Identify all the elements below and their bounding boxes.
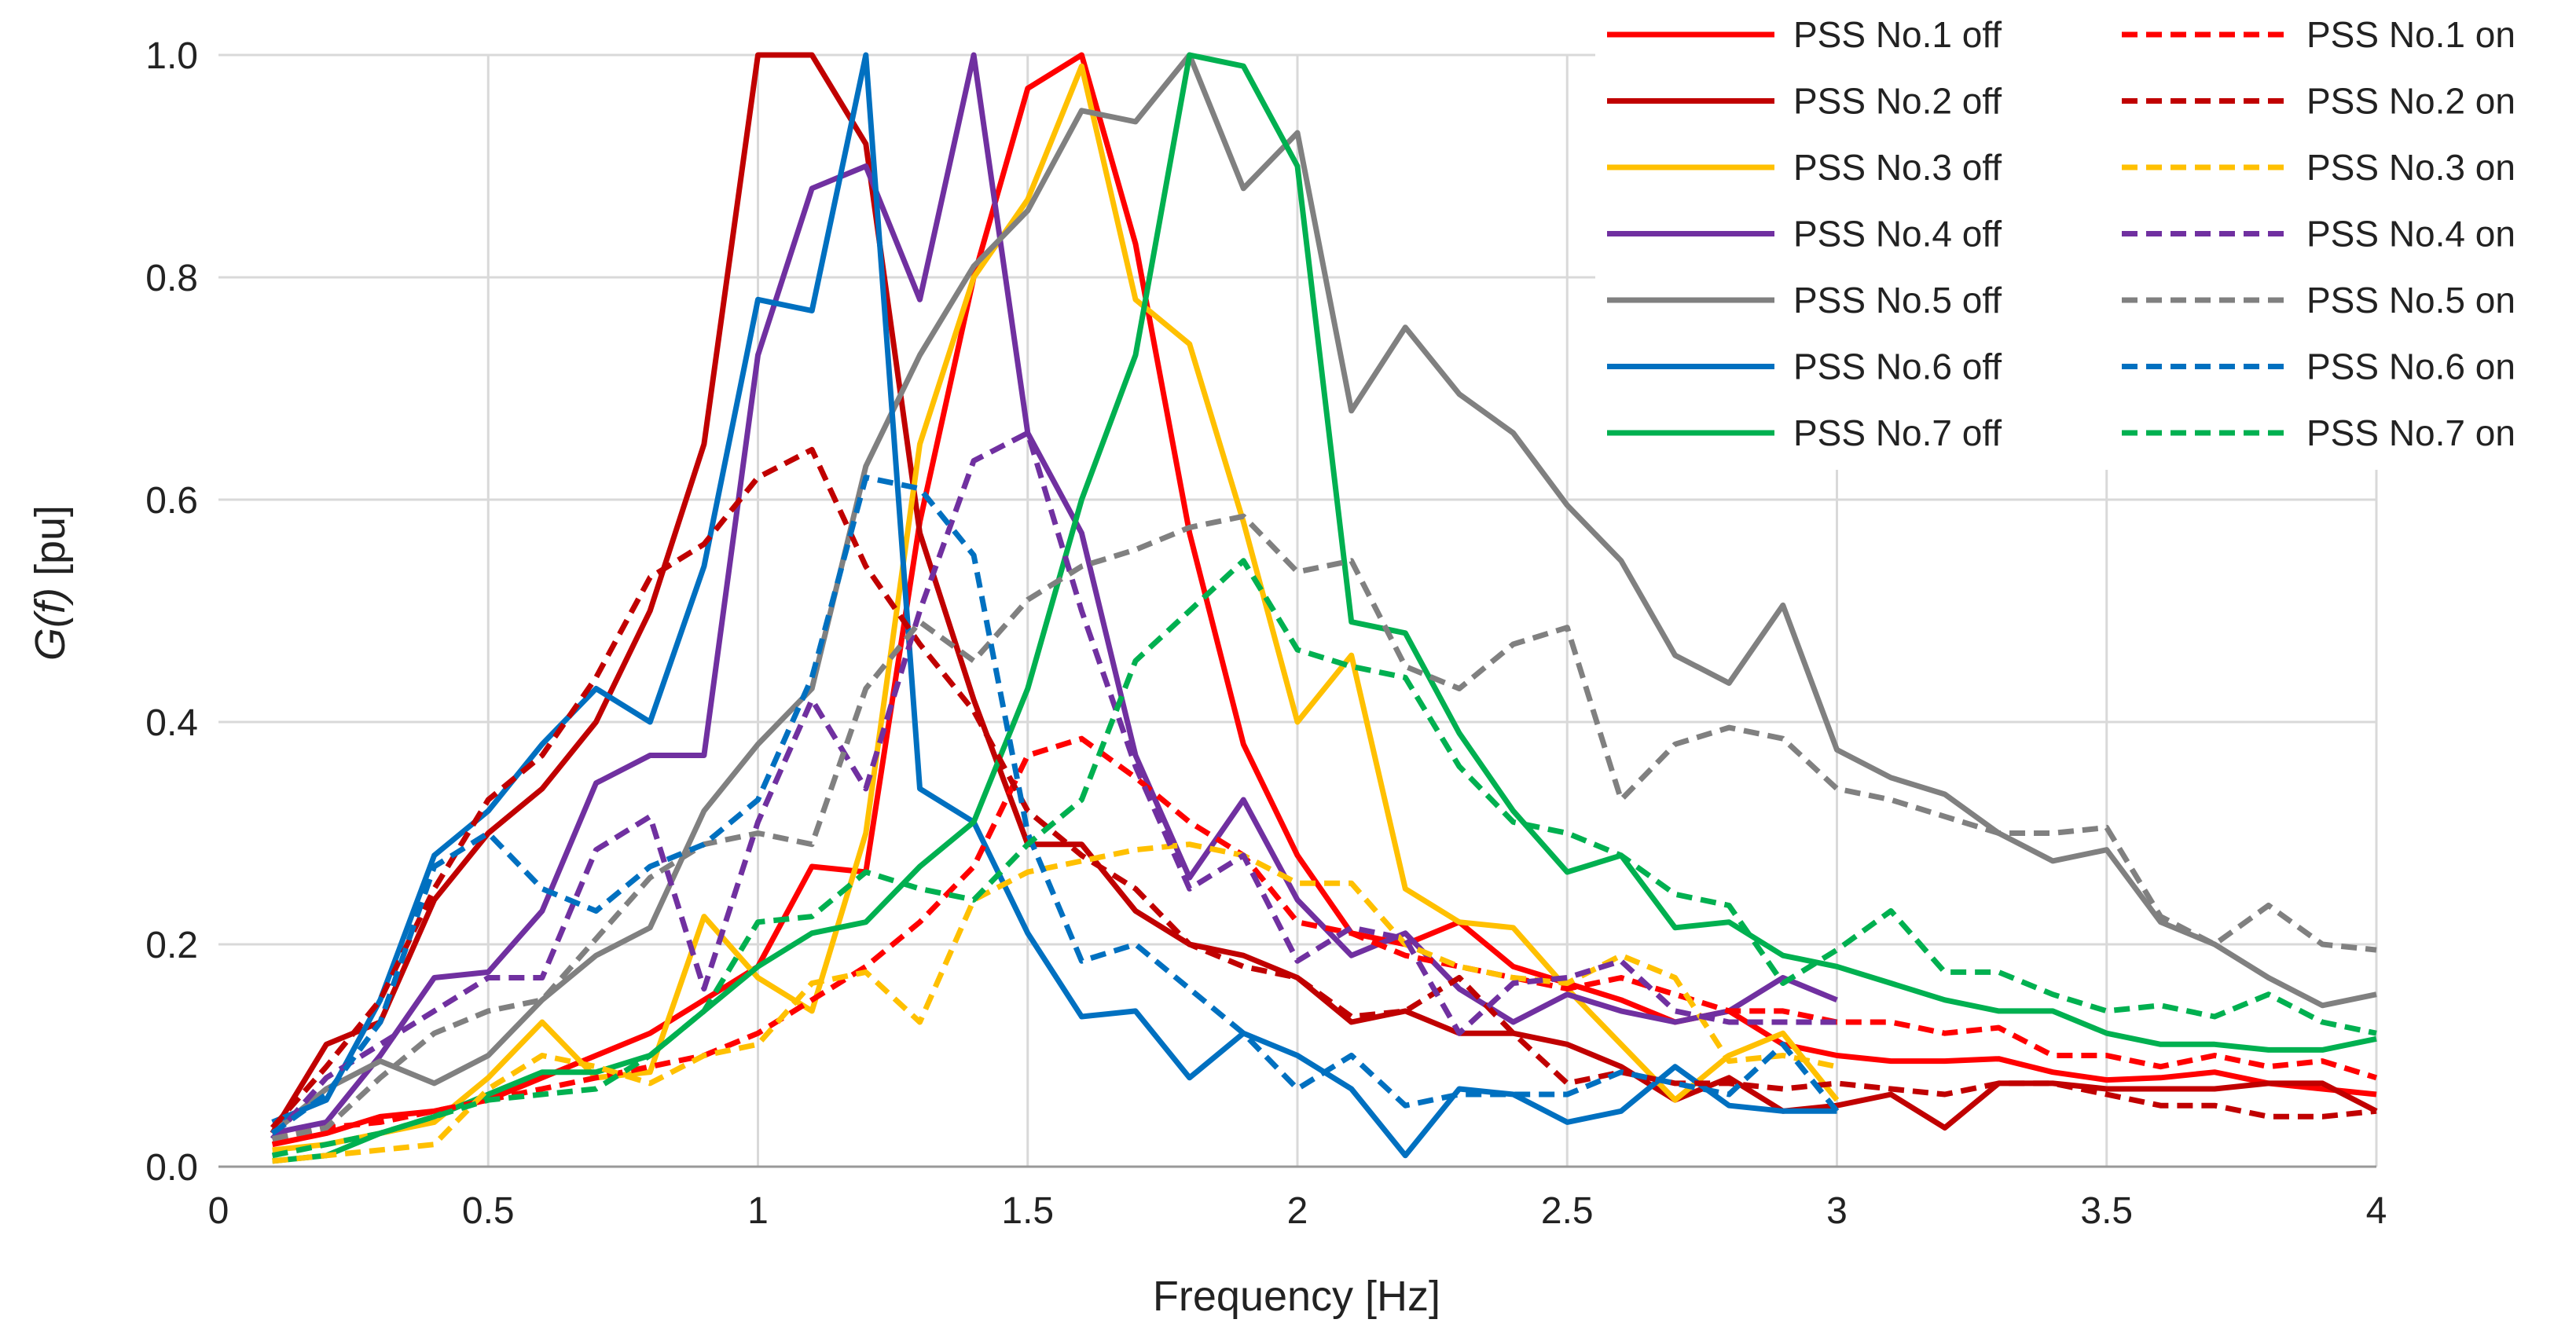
series-line-pss-no-6-off <box>271 52 1837 1159</box>
legend-label-pss-no-7-on: PSS No.7 on <box>2306 412 2515 453</box>
legend: PSS No.1 off PSS No.2 off PSS No.3 off PSS … <box>1595 0 2576 470</box>
series-line-pss-no-4-on <box>270 430 1837 1141</box>
y-tick-label: 0.4 <box>145 702 198 744</box>
series-line-pss-no-5-off <box>270 52 2377 1136</box>
series-line-pss-no-4-off <box>271 52 1838 1136</box>
legend-label-pss-no-1-on: PSS No.1 on <box>2306 14 2515 55</box>
x-tick-label: 1.5 <box>1001 1190 1054 1232</box>
x-tick-label: 0 <box>208 1190 229 1232</box>
series-line-pss-no-1-on <box>271 735 2378 1142</box>
legend-label-pss-no-4-on: PSS No.4 on <box>2306 214 2515 255</box>
legend-label-pss-no-2-on: PSS No.2 on <box>2306 81 2515 122</box>
y-tick-label: 0.6 <box>145 480 198 522</box>
legend-label-pss-no-2-off: PSS No.2 off <box>1793 81 2002 122</box>
x-tick-label: 2 <box>1287 1190 1308 1232</box>
x-tick-label: 2.5 <box>1541 1190 1594 1232</box>
series-line-pss-no-6-on <box>270 475 1840 1136</box>
y-tick-label: 0.8 <box>145 258 198 299</box>
series-line-pss-no-1-off <box>271 52 2377 1148</box>
x-tick-label: 3.5 <box>2080 1190 2133 1232</box>
x-tick-label: 3 <box>1826 1190 1848 1232</box>
x-axis-title: Frequency [Hz] <box>1153 1273 1440 1320</box>
y-axis-title-unit: [pu] <box>27 505 74 588</box>
legend-label-pss-no-5-on: PSS No.5 on <box>2306 280 2515 321</box>
y-axis-title-symbol: G(f) <box>27 588 74 661</box>
x-tick-label: 1 <box>747 1190 769 1232</box>
y-tick-label: 0.2 <box>145 925 198 966</box>
legend-label-pss-no-3-on: PSS No.3 on <box>2306 147 2515 188</box>
tick-labels: 0 0.5 1 1.5 2 2.5 3 3.5 4 0.0 0.2 0.4 0.6 0.8 1.0 <box>145 35 2387 1232</box>
legend-label-pss-no-1-off: PSS No.1 off <box>1793 14 2002 55</box>
y-tick-label: 1.0 <box>145 35 198 77</box>
legend-label-pss-no-3-off: PSS No.3 off <box>1793 147 2002 188</box>
series-line-pss-no-3-on <box>272 841 1838 1164</box>
series-line-pss-no-7-off <box>272 52 2377 1164</box>
x-tick-label: 4 <box>2366 1190 2387 1232</box>
series-lines <box>270 52 2378 1164</box>
legend-label-pss-no-7-off: PSS No.7 off <box>1793 412 2002 453</box>
legend-label-pss-no-5-off: PSS No.5 off <box>1793 280 2002 321</box>
legend-label-pss-no-6-off: PSS No.6 off <box>1793 346 2002 387</box>
y-tick-label: 0.0 <box>145 1147 198 1189</box>
y-axis-title: G(f) [pu] <box>27 505 74 661</box>
x-tick-label: 0.5 <box>462 1190 515 1232</box>
legend-label-pss-no-4-off: PSS No.4 off <box>1793 214 2002 255</box>
series-line-pss-no-2-on <box>270 446 2377 1130</box>
series-line-pss-no-7-on <box>271 558 2377 1159</box>
legend-label-pss-no-6-on: PSS No.6 on <box>2306 346 2515 387</box>
